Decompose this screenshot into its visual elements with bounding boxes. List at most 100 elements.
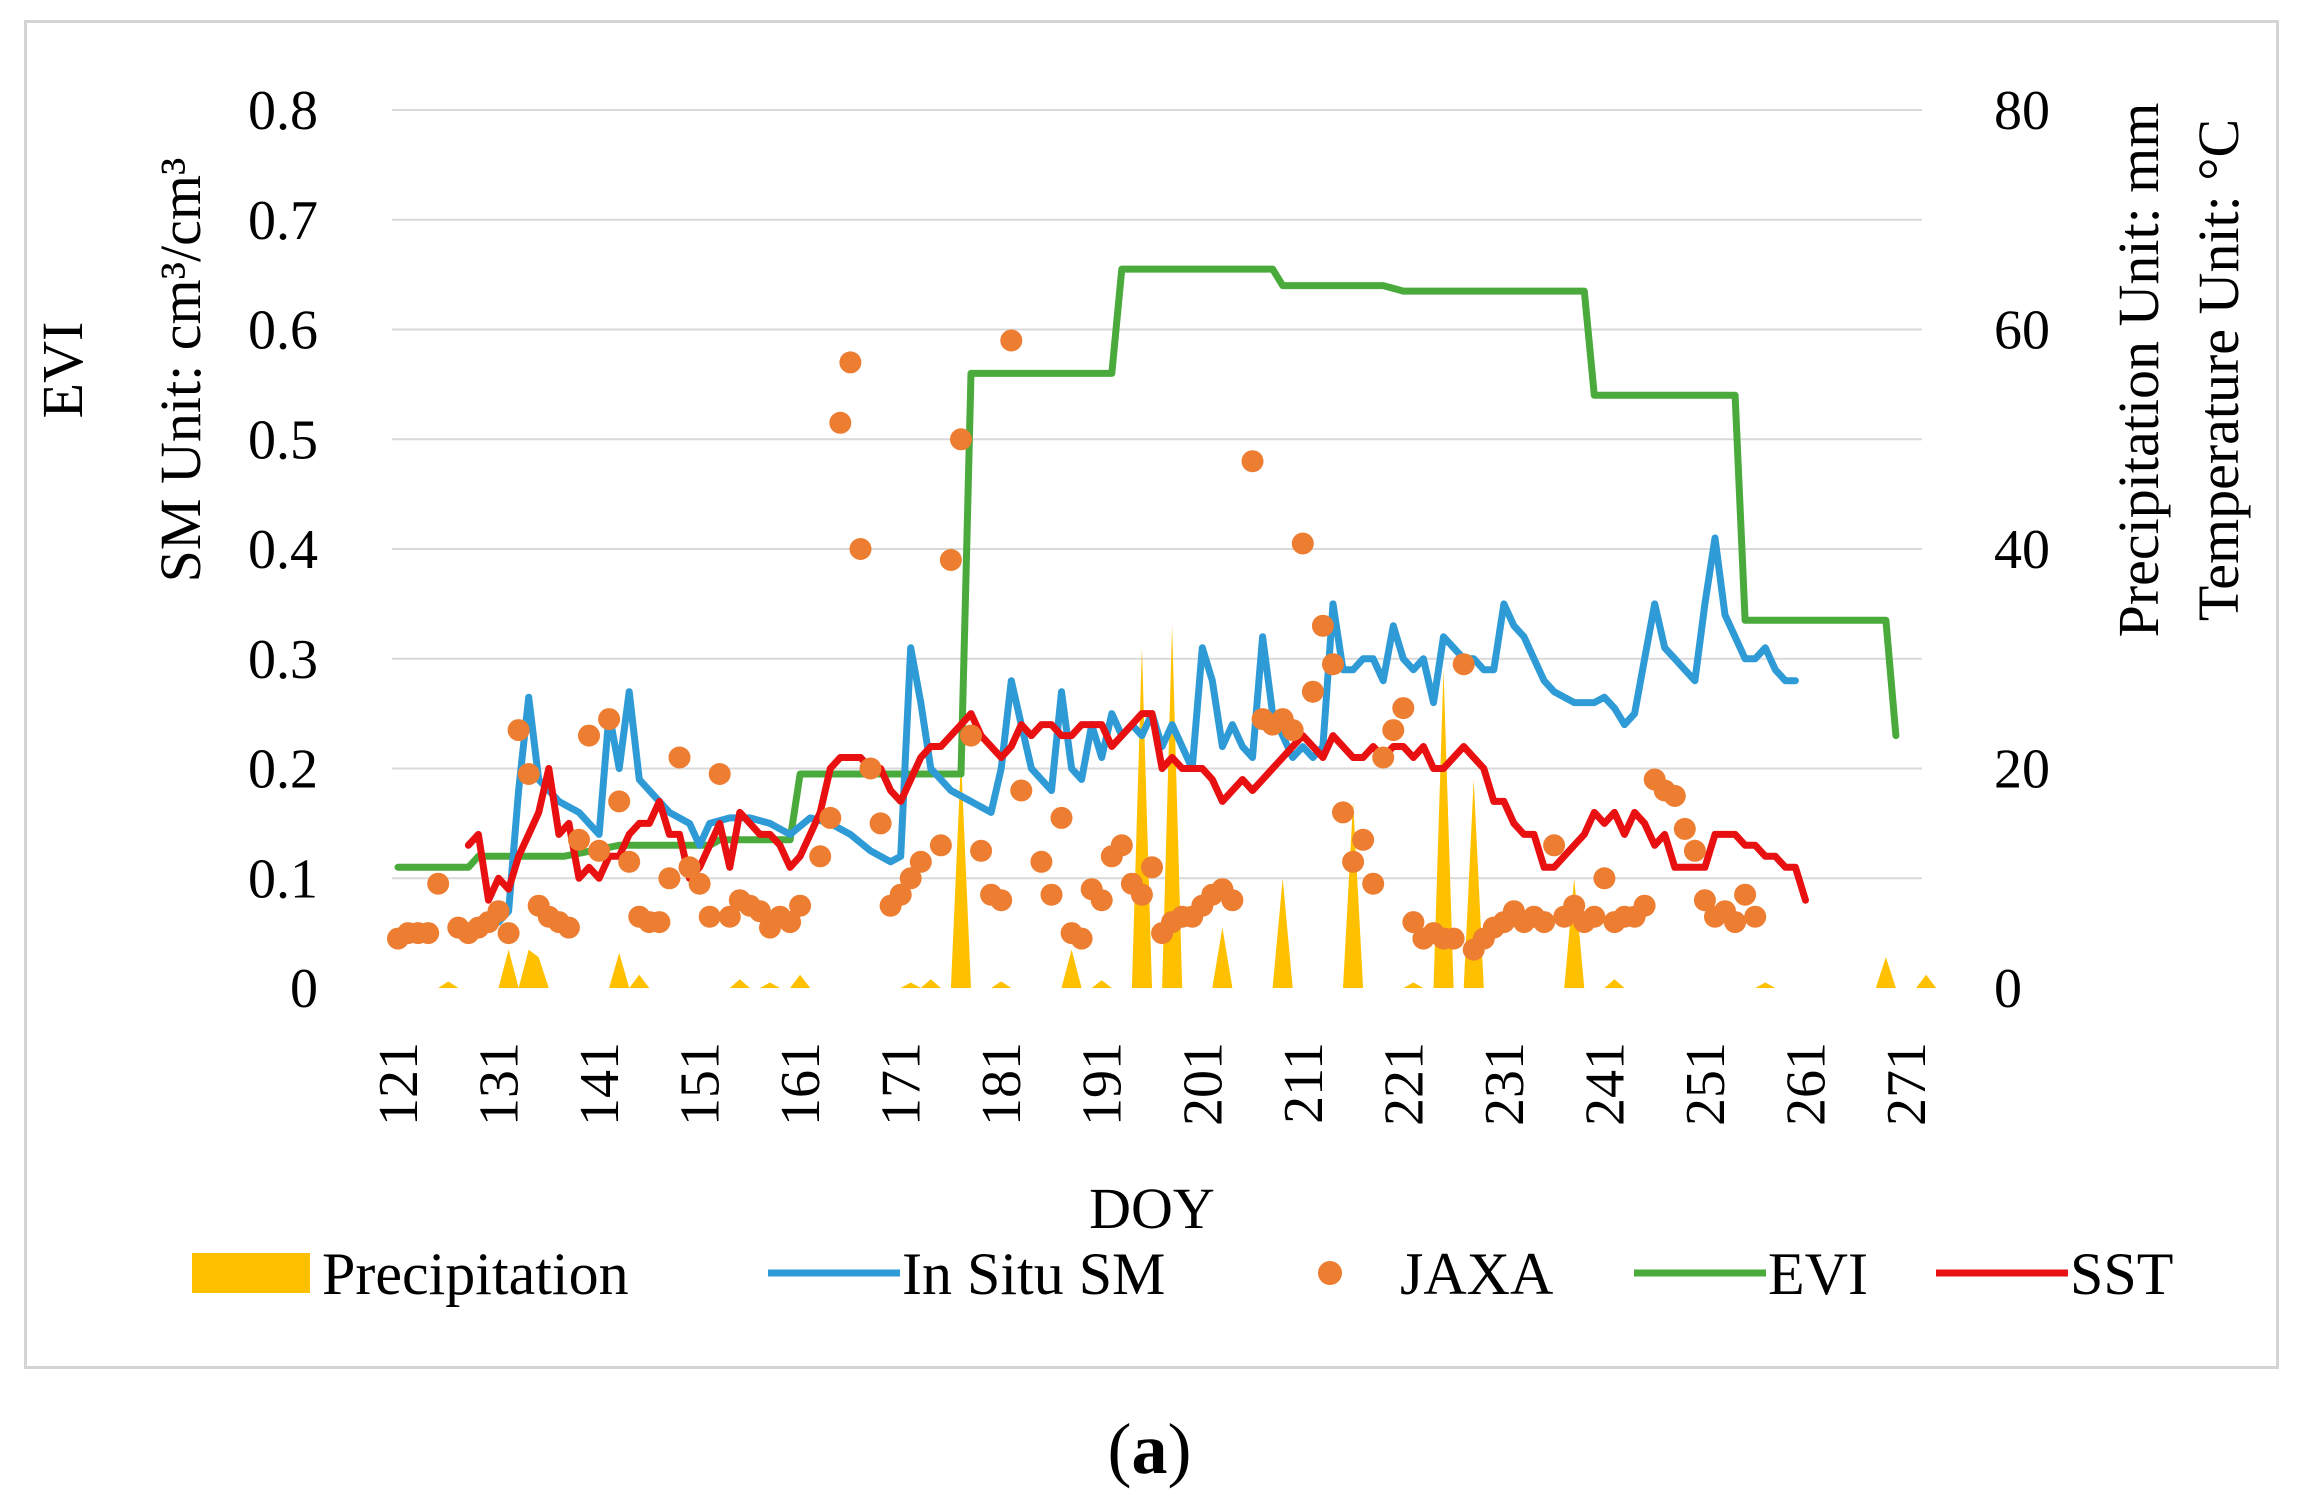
jaxa-point <box>970 839 993 862</box>
legend-label-jaxa: JAXA <box>1400 1241 1553 1307</box>
jaxa-point <box>1141 856 1163 879</box>
x-tick-label: 131 <box>469 1042 531 1126</box>
jaxa-point <box>1402 911 1425 934</box>
jaxa-point <box>839 351 862 374</box>
jaxa-point <box>1442 927 1465 950</box>
jaxa-point <box>1301 680 1324 703</box>
legend: Precipitation In Situ SM JAXA EVI SST <box>192 1241 2173 1307</box>
jaxa-series <box>387 329 1767 961</box>
jaxa-point <box>1633 894 1656 917</box>
y-left-tick-label: 0.7 <box>248 190 318 252</box>
jaxa-point <box>849 538 872 560</box>
legend-swatch-jaxa <box>1318 1261 1342 1285</box>
x-tick-label: 241 <box>1574 1042 1636 1126</box>
jaxa-point <box>1322 653 1344 676</box>
x-tick-label: 161 <box>770 1042 832 1126</box>
jaxa-point <box>1030 850 1053 873</box>
jaxa-point <box>648 911 671 934</box>
y-left-tick-label: 0.6 <box>248 300 318 362</box>
jaxa-point <box>1382 719 1405 742</box>
y-right-title-temperature: Temperature Unit: °C <box>2186 119 2251 621</box>
jaxa-point <box>1000 329 1023 352</box>
jaxa-point <box>1090 889 1113 912</box>
jaxa-point <box>608 790 631 813</box>
jaxa-point <box>517 763 540 785</box>
x-axis-title: DOY <box>1089 1176 1215 1241</box>
jaxa-point <box>1392 697 1415 720</box>
jaxa-point <box>568 828 590 851</box>
jaxa-point <box>1130 883 1153 906</box>
jaxa-point <box>819 806 842 829</box>
jaxa-point <box>1372 746 1395 769</box>
jaxa-point <box>1332 801 1354 824</box>
x-tick-label: 141 <box>569 1042 631 1126</box>
jaxa-point <box>809 845 832 868</box>
jaxa-point <box>678 856 701 879</box>
jaxa-point <box>869 812 892 835</box>
y-left-tick-label: 0.5 <box>248 409 318 471</box>
jaxa-point <box>789 894 812 917</box>
jaxa-point <box>668 746 691 769</box>
legend-label-in-situ-sm: In Situ SM <box>902 1241 1165 1307</box>
y-right-tick-label: 60 <box>1994 300 2050 362</box>
legend-label-precipitation: Precipitation <box>322 1241 629 1307</box>
jaxa-point <box>1070 927 1093 950</box>
jaxa-point <box>1663 784 1686 807</box>
jaxa-point <box>748 900 771 923</box>
jaxa-point <box>427 872 450 895</box>
jaxa-point <box>829 411 852 434</box>
x-tick-label: 181 <box>971 1042 1033 1126</box>
jaxa-point <box>1673 817 1696 840</box>
y-left-tick-label: 0 <box>290 958 318 1020</box>
evi-line <box>394 265 1900 871</box>
jaxa-point <box>557 916 580 939</box>
in-situ-sm-line <box>464 534 1799 937</box>
jaxa-point <box>698 905 721 928</box>
jaxa-point <box>1311 614 1334 637</box>
legend-swatch-precipitation <box>192 1253 310 1293</box>
x-tick-label: 261 <box>1775 1042 1837 1126</box>
jaxa-point <box>1683 839 1706 862</box>
panel-label: (a) <box>1107 1409 1192 1489</box>
y-right-tick-label: 80 <box>1994 80 2050 142</box>
jaxa-point <box>909 850 932 873</box>
x-tick-label: 151 <box>670 1042 732 1126</box>
x-tick-label: 271 <box>1876 1042 1938 1126</box>
jaxa-point <box>1452 653 1475 676</box>
jaxa-point <box>487 900 510 923</box>
y-right-title-precipitation: Precipitation Unit: mm <box>2106 103 2171 638</box>
x-tick-label: 251 <box>1675 1042 1737 1126</box>
x-tick-label: 221 <box>1373 1042 1435 1126</box>
jaxa-point <box>889 883 912 906</box>
jaxa-point <box>899 867 922 890</box>
jaxa-point <box>507 719 530 742</box>
jaxa-point <box>708 763 731 785</box>
jaxa-point <box>1281 719 1304 742</box>
x-tick-label: 211 <box>1273 1042 1335 1124</box>
jaxa-point <box>859 757 882 780</box>
jaxa-point <box>1291 532 1314 555</box>
jaxa-point <box>1221 889 1244 912</box>
jaxa-point <box>578 724 600 747</box>
gridlines <box>392 109 1922 880</box>
jaxa-point <box>1724 911 1747 934</box>
x-tick-label: 121 <box>368 1042 430 1126</box>
jaxa-point <box>779 911 802 934</box>
tick-labels: 0 0.1 0.2 0.3 0.4 0.5 0.6 0.7 0.8 0 20 40 60 80 121 131… <box>248 80 2050 1126</box>
jaxa-point <box>497 922 520 945</box>
jaxa-point <box>417 922 440 945</box>
legend-label-evi: EVI <box>1768 1241 1868 1307</box>
jaxa-point <box>1362 872 1385 895</box>
jaxa-point <box>1563 894 1586 917</box>
y-right-tick-label: 0 <box>1994 958 2022 1020</box>
jaxa-point <box>598 708 621 731</box>
jaxa-point <box>588 839 611 862</box>
jaxa-point <box>1010 779 1033 802</box>
jaxa-point <box>1693 889 1716 912</box>
jaxa-point <box>658 867 681 890</box>
y-left-title-sm: SM Unit: cm³/cm³ <box>148 158 213 583</box>
y-left-tick-label: 0.4 <box>248 519 318 581</box>
jaxa-point <box>1533 911 1556 934</box>
jaxa-point <box>1040 883 1063 906</box>
